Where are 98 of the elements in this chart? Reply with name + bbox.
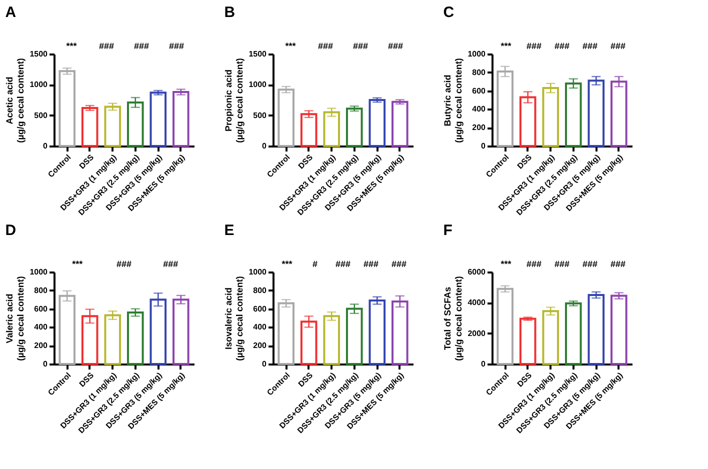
text: # [312,259,318,269]
text: ### [554,259,570,269]
bar [564,302,582,365]
chart-title: A [5,4,16,21]
y-tick-label: 800 [253,286,268,295]
bar [126,101,144,147]
y-tick-label: 4000 [468,298,486,308]
y-tick-label: 0 [481,142,486,150]
text: *** [500,259,512,269]
y-tick-label: 2000 [468,328,486,338]
bar [300,113,318,147]
y-tick-label: 0 [43,142,48,150]
chart-title: C [443,4,454,21]
text: ### [134,41,150,51]
text: ### [318,41,334,51]
bar [368,99,386,147]
y-tick-label: 600 [472,86,486,96]
y-axis-title: Isovaleric acid (µg/g cecal content) [224,276,245,361]
text: ### [98,41,114,51]
text: ### [163,259,178,269]
y-tick-label: 400 [472,104,486,114]
text: ### [352,41,368,51]
text: ### [610,41,626,51]
bar [346,308,363,365]
y-axis-title: Total of SCFAs (µg/g cecal content) [442,276,464,361]
text: *** [66,41,78,51]
bar [323,111,340,147]
text: ### [526,259,542,269]
y-axis-title: Butyric acid (µg/g cecal content) [442,58,464,143]
y-tick-label: 800 [472,68,486,77]
y-tick-label: 600 [34,304,48,314]
y-tick-label: 1000 [248,268,268,276]
y-tick-label: 0 [43,360,48,368]
y-tick-label: 1000 [248,80,268,90]
bar [104,106,122,147]
bar [519,96,536,147]
text: ### [116,259,132,269]
chart-title: D [5,222,16,239]
text: ### [363,259,379,269]
y-axis-title: Valeric acid (µg/g cecal content) [4,276,26,361]
text: *** [72,259,84,269]
text: ### [582,259,598,269]
bar [346,108,363,147]
text: ### [388,41,404,51]
bar [368,300,386,365]
bar [58,70,76,147]
text: ### [168,41,184,51]
bar [323,315,340,365]
bar [610,80,628,147]
bar [496,70,514,147]
y-axis-title: Acetic acid (µg/g cecal content) [4,58,26,143]
bar [392,300,408,365]
y-tick-label: 800 [34,286,48,295]
text: *** [282,259,293,269]
y-tick-label: 1000 [468,50,486,58]
y-tick-label: 400 [253,322,268,332]
bar [392,100,408,147]
text: ### [526,41,542,51]
text: ### [554,41,570,51]
bar [126,311,144,365]
y-tick-label: 400 [34,322,48,332]
y-tick-label: 500 [253,110,268,120]
y-tick-label: 0 [262,142,268,150]
text: *** [285,41,296,51]
bar [172,91,190,147]
bar [172,298,190,365]
y-tick-label: 500 [34,110,48,120]
y-tick-label: 1500 [30,50,48,58]
y-tick-label: 600 [253,304,268,314]
bar [278,302,294,365]
bar [542,310,560,365]
y-tick-label: 200 [472,123,486,132]
chart-title: F [443,222,452,239]
text: ### [582,41,598,51]
text: *** [500,41,512,51]
bar [300,320,318,365]
y-axis-title: Propionic acid (µg/g cecal content) [224,58,245,143]
y-tick-label: 200 [34,341,48,350]
y-tick-label: 6000 [468,268,486,276]
bar [58,294,76,365]
text: ### [610,259,626,269]
y-tick-label: 1000 [30,268,48,276]
text: ### [335,259,351,269]
y-tick-label: 1000 [30,80,48,90]
bar [104,314,122,365]
bar [542,87,560,147]
text: ### [391,259,407,269]
chart-title: E [224,222,234,239]
y-tick-label: 0 [262,360,268,368]
bar [564,82,582,147]
bar [588,80,605,147]
y-tick-label: 200 [253,341,268,350]
y-tick-label: 1500 [248,50,268,58]
bar [496,288,514,365]
y-tick-label: 0 [481,360,486,368]
bar [610,294,628,365]
bar [519,318,536,365]
chart-title: B [224,4,236,21]
